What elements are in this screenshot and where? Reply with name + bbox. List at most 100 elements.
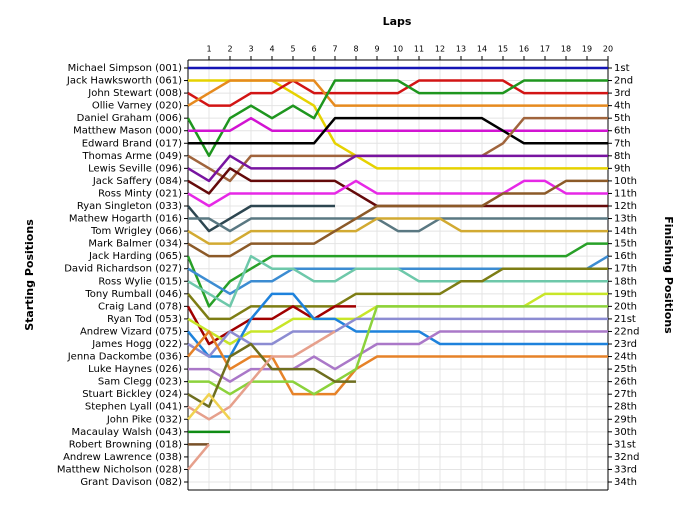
y2-tick-label: 7th [614, 138, 631, 149]
x-tick-label: 3 [248, 45, 253, 54]
y-tick-label: Mathew Hogarth (016) [69, 214, 182, 225]
driver-line [187, 292, 608, 358]
driver-line [188, 330, 608, 383]
y2-tick-label: 13th [614, 214, 637, 225]
y-tick-label: Ollie Varney (020) [92, 101, 182, 112]
y-tick-label: Andrew Vizard (075) [80, 326, 182, 337]
x-tick-label: 2 [227, 45, 232, 54]
y-tick-label: Michael Simpson (001) [68, 63, 183, 74]
y-tick-label: Ryan Singleton (033) [77, 201, 182, 212]
x-tick-label: 8 [353, 45, 358, 54]
y-tick-label: John Stewart (008) [87, 88, 182, 99]
y-tick-label: Stuart Bickley (024) [82, 389, 182, 400]
x-tick-label: 17 [540, 45, 550, 54]
y2-tick-label: 11th [614, 188, 637, 199]
y-tick-label: Lewis Seville (096) [88, 163, 182, 174]
y2-tick-label: 33rd [614, 464, 637, 475]
driver-line [187, 330, 336, 421]
y2-tick-label: 6th [614, 126, 631, 137]
y-tick-label: James Hogg (022) [91, 339, 182, 350]
x-tick-label: 13 [456, 45, 466, 54]
y2-tick-label: 10th [614, 176, 637, 187]
driver-line [187, 254, 608, 308]
y-tick-label: Robert Browning (018) [69, 439, 182, 450]
y-tick-label: Tom Wrigley (066) [90, 226, 182, 237]
x-tick-label: 6 [311, 45, 316, 54]
y2-tick-label: 28th [614, 402, 637, 413]
x-tick-label: 15 [498, 45, 508, 54]
y-tick-label: Daniel Graham (006) [77, 113, 182, 124]
y-tick-label: Sam Clegg (023) [98, 377, 182, 388]
y-tick-label: Ross Minty (021) [98, 188, 182, 199]
driver-line [187, 79, 608, 107]
x-tick-label: 4 [269, 45, 274, 54]
y2-tick-label: 17th [614, 264, 637, 275]
y2-tick-label: 26th [614, 377, 637, 388]
y2-tick-label: 27th [614, 389, 637, 400]
y2-tick-label: 12th [614, 201, 637, 212]
driver-line [188, 116, 608, 145]
y-axis-title: Starting Positions [23, 219, 36, 331]
driver-line [188, 305, 608, 396]
y-tick-label: Matthew Nicholson (028) [57, 464, 182, 475]
driver-line [186, 305, 356, 346]
y2-tick-label: 25th [614, 364, 637, 375]
x-tick-label: 7 [332, 45, 337, 54]
driver-line [187, 342, 356, 408]
x-axis-title: Laps [383, 15, 412, 28]
y2-tick-label: 24th [614, 352, 637, 363]
driver-line [186, 242, 608, 308]
y2-tick-label: 4th [614, 101, 631, 112]
y-tick-label: Tony Rumball (046) [84, 289, 182, 300]
driver-line [188, 217, 608, 233]
y2-tick-label: 5th [614, 113, 631, 124]
y-tick-label: Jack Harding (065) [88, 251, 182, 262]
driver-line [187, 179, 608, 208]
driver-line [187, 154, 608, 183]
x-tick-label: 19 [582, 45, 592, 54]
y2-tick-label: 34th [614, 477, 637, 488]
y-tick-label: David Richardson (027) [64, 264, 182, 275]
y-tick-label: Ross Wylie (015) [98, 276, 182, 287]
y-tick-label: Edward Brand (017) [82, 138, 182, 149]
y2-tick-label: 23rd [614, 339, 637, 350]
y2-tick-label: 29th [614, 414, 637, 425]
x-tick-label: 10 [393, 45, 403, 54]
y-tick-label: Craig Land (078) [98, 301, 182, 312]
y2-tick-label: 3rd [614, 88, 631, 99]
y2-tick-label: 1st [614, 63, 630, 74]
x-tick-label: 14 [477, 45, 487, 54]
driver-line [187, 79, 608, 107]
y2-tick-label: 18th [614, 276, 637, 287]
y2-tick-label: 8th [614, 151, 631, 162]
driver-line [187, 443, 210, 471]
y2-tick-label: 32nd [614, 452, 639, 463]
y2-tick-label: 30th [614, 427, 637, 438]
y-tick-label: Macaulay Walsh (043) [72, 427, 183, 438]
driver-line [188, 116, 608, 132]
y-tick-label: Andrew Lawrence (038) [63, 452, 182, 463]
x-tick-label: 1 [206, 45, 211, 54]
y2-tick-label: 16th [614, 251, 637, 262]
x-tick-label: 9 [374, 45, 379, 54]
y2-tick-label: 14th [614, 226, 637, 237]
y2-tick-label: 31st [614, 439, 636, 450]
y-tick-label: Jenna Dackombe (036) [67, 352, 182, 363]
y2-tick-label: 19th [614, 289, 637, 300]
x-tick-label: 5 [290, 45, 295, 54]
driver-line [187, 217, 608, 245]
driver-line [187, 317, 608, 358]
x-tick-label: 12 [435, 45, 445, 54]
y-tick-label: Matthew Mason (000) [73, 126, 182, 137]
y-tick-label: Grant Davison (082) [80, 477, 182, 488]
y2-tick-label: 22nd [614, 326, 639, 337]
x-tick-label: 16 [519, 45, 529, 54]
driver-line [187, 267, 608, 321]
y2-axis-title: Finishing Positions [662, 216, 675, 334]
y-tick-label: Jack Hawksworth (061) [66, 76, 182, 87]
y-tick-label: Ryan Tod (053) [107, 314, 182, 325]
y-tick-label: Thomas Arme (049) [81, 151, 182, 162]
y-tick-label: Jack Saffery (084) [92, 176, 182, 187]
driver-line [187, 392, 231, 421]
